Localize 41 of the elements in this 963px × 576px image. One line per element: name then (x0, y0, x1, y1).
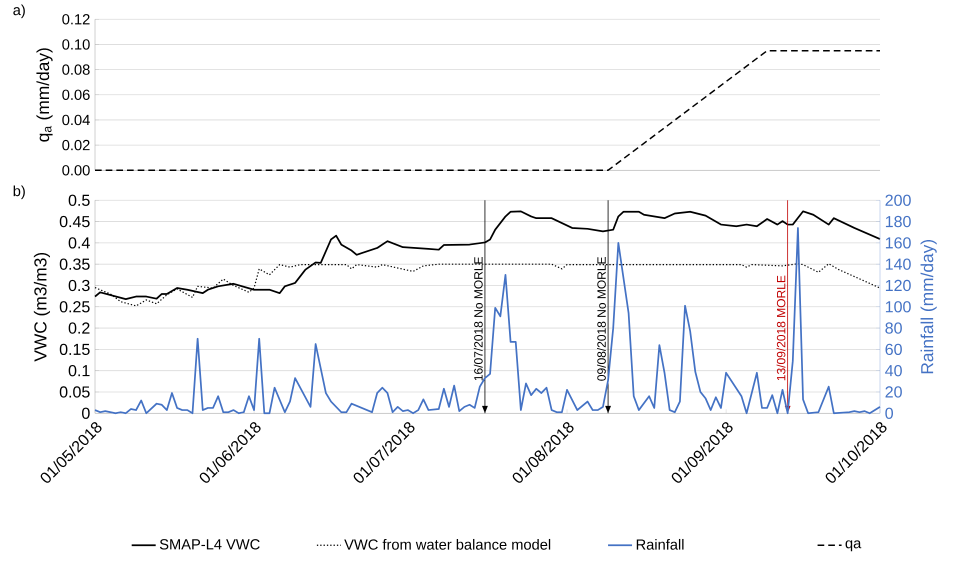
y-tick-label: 0.10 (62, 39, 90, 50)
y2-tick-label: 180 (886, 216, 911, 228)
y2-tick-label: 40 (885, 364, 902, 376)
y-tick-label: 0.5 (68, 194, 90, 206)
legend-label: Rainfall (636, 538, 684, 550)
y2-tick-label: 80 (885, 322, 902, 334)
y-tick-label: 0.4 (68, 237, 90, 248)
y-tick-label: 0.06 (62, 89, 90, 100)
y-axis-title: VWC (m3/m3) (34, 252, 50, 362)
y-tick-label: 0.08 (62, 64, 90, 75)
legend-label: qa (846, 540, 862, 552)
y-tick-label: 0.05 (60, 386, 90, 398)
chart-title: a) (13, 4, 25, 18)
y-tick-label: 0.1 (68, 364, 90, 376)
ref-line-label: 16/07/2018 No MORLE (474, 256, 483, 380)
y2-axis-title: Rainfall (mm/day) (920, 240, 937, 374)
y2-tick-label: 100 (886, 300, 911, 312)
y2-tick-label: 140 (886, 258, 911, 270)
y-tick-label: 0.2 (68, 322, 90, 334)
y-tick-label: 0.25 (60, 300, 90, 312)
y-tick-label: 0.04 (62, 114, 90, 126)
legend-label: SMAP-L4 VWC (160, 539, 260, 550)
y-tick-label: 0 (82, 407, 90, 419)
ref-line-label: 09/08/2018 No MORLE (596, 256, 606, 381)
y2-tick-label: 0 (885, 407, 893, 419)
y-tick-label: 0.45 (60, 216, 90, 228)
y2-tick-label: 120 (886, 280, 911, 291)
y-tick-label: 0.3 (68, 280, 90, 291)
legend-label: VWC from water balance model (344, 538, 550, 550)
y-axis-title: q$_{a}$ (mm/day) (36, 48, 53, 142)
y-tick-label: 0.00 (62, 164, 90, 176)
y-tick-label: 0.15 (60, 344, 90, 355)
y2-tick-label: 20 (886, 386, 902, 398)
ref-line-label: 13/09/2018 MORLE (776, 276, 786, 380)
y2-tick-label: 200 (886, 194, 911, 206)
y2-tick-label: 160 (886, 237, 911, 248)
y2-tick-label: 60 (886, 344, 902, 355)
y-tick-label: 0.02 (62, 140, 90, 150)
y-tick-label: 0.35 (60, 258, 90, 270)
y-tick-label: 0.12 (62, 14, 90, 24)
chart-title: b) (14, 185, 25, 199)
